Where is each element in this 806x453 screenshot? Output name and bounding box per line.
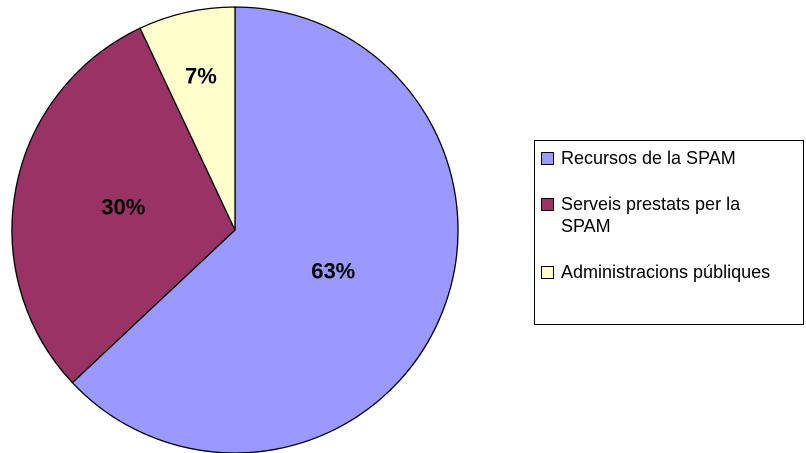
legend-entry: Serveis prestats per la SPAM — [541, 193, 773, 237]
legend-label: Recursos de la SPAM — [561, 148, 736, 168]
legend-swatch — [541, 198, 554, 211]
data-label: 30% — [101, 195, 145, 220]
data-label: 7% — [185, 63, 217, 88]
pie-slice — [139, 6, 236, 231]
legend-label: Serveis prestats per la SPAM — [561, 194, 741, 236]
legend-label: Administracions públiques — [561, 262, 771, 282]
pie-slice — [11, 27, 236, 384]
legend: Recursos de la SPAM Serveis prestats per … — [534, 140, 804, 325]
legend-swatch — [541, 266, 554, 279]
legend-swatch — [541, 152, 554, 165]
data-label: 63% — [311, 258, 355, 283]
legend-entry: Administracions públiques — [541, 261, 773, 283]
pie-slice — [71, 6, 459, 453]
legend-entry: Recursos de la SPAM — [541, 147, 773, 169]
